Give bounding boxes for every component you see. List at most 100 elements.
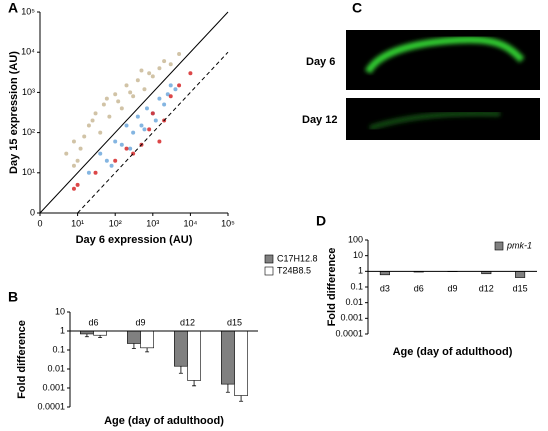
y-tick-label: 0.1 [350, 281, 363, 291]
y-tick-label: 10 [353, 250, 363, 260]
y-tick-label: 0.01 [47, 363, 65, 373]
error-bar [131, 343, 136, 349]
worm [369, 111, 501, 131]
y-tick-label: 10⁵ [21, 6, 35, 16]
x-tick-label: d6 [88, 317, 98, 327]
point [116, 99, 121, 104]
point [188, 71, 193, 76]
point [135, 114, 140, 119]
x-tick-label: d9 [447, 284, 457, 294]
point [90, 118, 95, 123]
point [98, 130, 103, 135]
point [109, 163, 114, 168]
x-tick-label: d15 [513, 284, 528, 294]
point [157, 66, 162, 71]
point [71, 186, 76, 191]
panel-label: D [316, 213, 326, 229]
point [177, 52, 182, 57]
point [165, 92, 170, 97]
worm [364, 36, 525, 74]
point [153, 118, 158, 123]
micrograph [346, 98, 540, 140]
point [104, 96, 109, 101]
point [71, 163, 76, 168]
y-tick-label: 1 [358, 266, 363, 276]
legend-swatch [264, 266, 274, 276]
x-tick-label: 0 [37, 218, 42, 228]
y-tick-label: 10¹ [22, 167, 35, 177]
panel-label: C [352, 0, 362, 16]
x-tick-label: 10¹ [71, 218, 84, 228]
y-tick-label: 10² [22, 127, 35, 137]
bar [515, 271, 526, 278]
y-tick-label: 0.001 [340, 313, 363, 323]
point [157, 96, 162, 101]
x-tick-label: 10² [109, 218, 122, 228]
x-tick-label: 10³ [146, 218, 159, 228]
point [131, 130, 136, 135]
x-tick-label: d12 [180, 317, 195, 327]
point [101, 102, 106, 107]
point [113, 92, 118, 97]
y-tick-label: 0.01 [345, 297, 363, 307]
point [157, 139, 162, 144]
point [98, 151, 103, 156]
point [82, 134, 87, 139]
legend-swatch [494, 241, 504, 251]
x-tick-label: 10⁴ [183, 218, 197, 228]
bar [140, 330, 154, 349]
point [107, 114, 112, 119]
legend-label: pmk-1 [506, 240, 532, 250]
x-tick-label: d15 [227, 317, 242, 327]
error-bar [145, 347, 150, 353]
point [177, 83, 182, 88]
y-tick-label: 10⁴ [21, 47, 35, 57]
bar [93, 330, 107, 336]
identity-line [39, 11, 229, 214]
point [147, 127, 152, 132]
x-tick-label: 10⁵ [221, 218, 235, 228]
point [93, 111, 98, 116]
point [86, 170, 91, 175]
y-tick-label: 10 [55, 306, 65, 316]
point [64, 151, 69, 156]
point [124, 83, 129, 88]
error-bar [84, 333, 89, 338]
y-tick-label: 100 [348, 234, 363, 244]
point [128, 146, 133, 151]
point [142, 127, 147, 132]
y-tick-label: 0.001 [42, 382, 65, 392]
point [131, 94, 136, 99]
point [150, 111, 155, 116]
point [119, 106, 124, 111]
point [104, 158, 109, 163]
y-axis-label: Fold difference [326, 248, 338, 327]
point [168, 62, 173, 67]
point [162, 102, 167, 107]
point [173, 87, 178, 92]
bar [187, 330, 201, 381]
x-axis-label: Age (day of adulthood) [393, 346, 513, 358]
x-tick-label: d12 [479, 284, 494, 294]
error-bar [192, 380, 197, 387]
image-label: Day 6 [306, 56, 335, 68]
point [142, 87, 147, 92]
y-tick-label: 0 [30, 207, 35, 217]
bar [127, 330, 141, 344]
point [78, 146, 83, 151]
error-bar [225, 384, 230, 393]
y-axis-label: Fold difference [16, 320, 28, 399]
error-bar [239, 395, 244, 402]
bar [234, 330, 248, 396]
legend-label: T24B8.5 [277, 265, 311, 275]
bar [379, 271, 390, 276]
point [124, 123, 129, 128]
point [124, 146, 129, 151]
x-axis-label: Age (day of adulthood) [104, 415, 224, 427]
y-tick-label: 1 [60, 325, 65, 335]
point [135, 78, 140, 83]
y-tick-label: 0.0001 [37, 401, 65, 411]
point [75, 158, 80, 163]
point [150, 74, 155, 79]
